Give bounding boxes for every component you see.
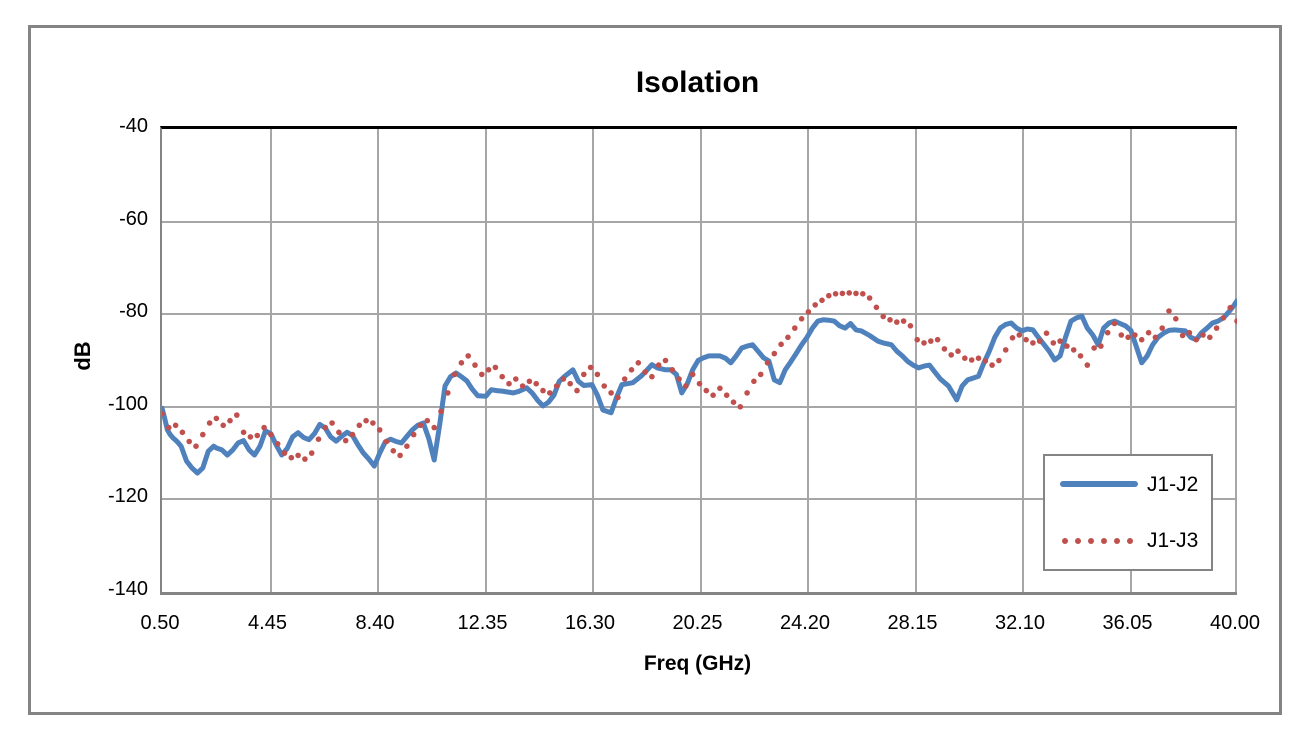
dotted-line-swatch-icon bbox=[1062, 537, 1133, 544]
legend-item-j1-j2: J1-J2 bbox=[1045, 474, 1211, 495]
legend: J1-J2 J1-J3 bbox=[1043, 454, 1213, 571]
vertical-gridline bbox=[914, 129, 917, 592]
y-tick-label: -40 bbox=[119, 115, 148, 137]
legend-label: J1-J3 bbox=[1147, 529, 1199, 553]
x-tick-label: 0.50 bbox=[140, 612, 180, 634]
x-axis-title: Freq (GHz) bbox=[643, 652, 752, 675]
x-tick-label: 20.25 bbox=[672, 612, 723, 634]
series-j1-j3-dots bbox=[162, 290, 1237, 462]
x-tick-label: 12.35 bbox=[457, 612, 508, 634]
x-tick-label: 36.05 bbox=[1102, 612, 1153, 634]
series-j1-j2-line bbox=[162, 298, 1237, 476]
y-tick-label: -120 bbox=[107, 485, 148, 508]
y-tick-label: -100 bbox=[107, 392, 148, 415]
x-tick-label: 24.20 bbox=[779, 612, 831, 634]
x-tick-label: 40.00 bbox=[1209, 612, 1261, 634]
chart-title: Isolation bbox=[635, 66, 760, 99]
vertical-gridline bbox=[1129, 129, 1132, 592]
x-tick-label: 8.40 bbox=[355, 612, 395, 634]
legend-item-j1-j3: J1-J3 bbox=[1045, 530, 1211, 551]
data-series-layer bbox=[162, 290, 1237, 476]
y-tick-label: -80 bbox=[119, 300, 148, 323]
vertical-gridline bbox=[269, 129, 272, 592]
vertical-gridline bbox=[1022, 129, 1024, 592]
x-tick-label: 28.15 bbox=[887, 612, 938, 634]
plot-area bbox=[160, 126, 1237, 595]
y-tick-label: -60 bbox=[119, 207, 148, 230]
vertical-gridline bbox=[807, 129, 809, 592]
y-axis-title: dB bbox=[70, 341, 95, 371]
vertical-gridline bbox=[484, 129, 487, 592]
x-tick-label: 4.45 bbox=[248, 612, 287, 634]
x-tick-label: 16.30 bbox=[564, 612, 616, 634]
vertical-gridline bbox=[377, 129, 379, 592]
x-tick-label: 32.10 bbox=[994, 612, 1046, 634]
vertical-gridline bbox=[1235, 129, 1237, 592]
vertical-gridline bbox=[592, 129, 594, 592]
solid-line-swatch-icon bbox=[1060, 481, 1138, 488]
legend-label: J1-J2 bbox=[1147, 472, 1199, 496]
y-tick-label: -140 bbox=[107, 578, 148, 600]
